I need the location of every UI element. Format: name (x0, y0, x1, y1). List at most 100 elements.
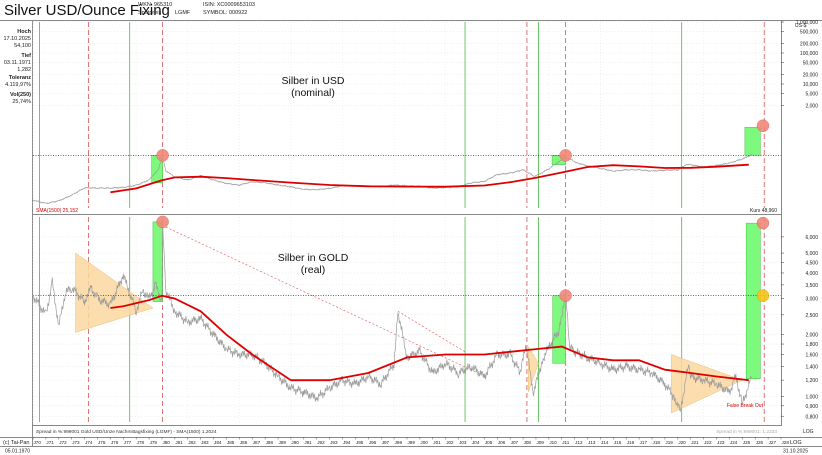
y-tick-label: 200,000 (800, 42, 818, 48)
x-tick-label: J14 (601, 440, 609, 445)
x-tick-label: J78 (137, 440, 145, 445)
x-tick-label: J27 (769, 440, 777, 445)
panel-subtitle: (nominal) (291, 87, 335, 99)
spread-label: Spread in %:999001 Gold USD/Unze Nachmit… (36, 429, 217, 435)
y-tick-label: 3,000 (805, 297, 818, 303)
marker-red (756, 216, 770, 230)
lgmf-label: LGMF (175, 10, 191, 16)
marker-red (559, 149, 572, 162)
x-tick-label: J13 (588, 440, 596, 445)
y-tick-label: 10,000 (803, 82, 819, 88)
x-tick-label: J75 (98, 440, 106, 445)
y-tick-label: 3,500 (805, 283, 818, 289)
x-tick-label: J93 (330, 440, 338, 445)
stat-low-label: Tief (21, 53, 31, 59)
y-tick-label: 0,900 (805, 404, 818, 410)
symbol-label: SYMBOL: 000922 (203, 10, 248, 16)
y-tick-label: 500,000 (800, 29, 818, 35)
triangle-pattern (75, 252, 154, 333)
x-tick-label: J03 (459, 440, 467, 445)
marker-red (156, 215, 169, 229)
trend-line (397, 311, 466, 353)
x-tick-label: J92 (317, 440, 325, 445)
y-tick-label: 6,000 (805, 235, 818, 241)
target-box (744, 127, 761, 156)
stat-low: Tief 03.11.1971 1,282 (0, 53, 31, 74)
x-tick-label: J15 (614, 440, 622, 445)
stat-high: Hoch 17.10.2025 54,100 (0, 29, 31, 50)
chart-title: Silver USD/Ounce Fixing (4, 2, 170, 19)
x-tick-label: J06 (498, 440, 506, 445)
x-tick-label: J96 (369, 440, 377, 445)
x-tick-label: J00 (420, 440, 428, 445)
stat-tolerance-label: Toleranz (8, 75, 31, 81)
lower-panel-frame (32, 214, 782, 426)
x-tick-label: J94 (343, 440, 351, 445)
stat-high-date: 17.10.2025 (3, 36, 31, 42)
y-tick-label: 100,000 (800, 51, 818, 57)
x-tick-label: J23 (717, 440, 725, 445)
x-tick-label: J70 (34, 440, 42, 445)
x-tick-label: J19 (665, 440, 673, 445)
x-tick-label: J76 (111, 440, 119, 445)
marker-gold (756, 289, 770, 302)
x-tick-label: J81 (175, 440, 183, 445)
panel-title: Silber in USD (281, 75, 344, 87)
stat-low-value: 1,282 (17, 67, 31, 73)
x-tick-label: J11 (562, 440, 570, 445)
target-box (745, 222, 761, 379)
x-tick-label: J21 (691, 440, 699, 445)
lower-panel: 0,800 0,900 1,000 1,200 1,400 1,600 1,800 2,000… (32, 215, 818, 435)
false-breakout-label: False Break Out (727, 403, 764, 409)
x-tick-label: J16 (627, 440, 635, 445)
x-tick-label: J74 (85, 440, 93, 445)
x-tick-label: J17 (640, 440, 648, 445)
x-tick-label: J26 (756, 440, 764, 445)
x-tick-label: J24 (730, 440, 738, 445)
x-tick-label: J73 (72, 440, 80, 445)
x-tick-label: J25 (743, 440, 751, 445)
y-tick-label: 0,800 (805, 414, 818, 420)
x-axis: J70 J71 J72 J73 J74 J75 J76 J77 J78 J79 J80 J81 J82 J… (32, 437, 789, 445)
x-tick-label: J83 (201, 440, 209, 445)
stat-volatility-value: 25,74% (12, 99, 31, 105)
sma-line (110, 294, 749, 382)
x-tick-label: J20 (678, 440, 686, 445)
x-tick-label: J72 (59, 440, 67, 445)
y-tick-label: 4,500 (805, 260, 818, 266)
x-tick-label: J22 (704, 440, 712, 445)
triangle-pattern (527, 345, 539, 393)
stat-volatility: Vol(250) 25,74% (0, 92, 31, 106)
x-tick-label: J87 (253, 440, 261, 445)
stat-tolerance: Toleranz 4.119,97% (0, 75, 31, 89)
wkn-label: WKN: 965310 (138, 2, 173, 8)
y-tick-label: 2,500 (805, 313, 818, 319)
sma-value-label: SMA(1500) 25,152 (36, 208, 78, 214)
stat-tolerance-value: 4.119,97% (5, 82, 31, 88)
x-tick-label: J02 (446, 440, 454, 445)
marker-red (559, 289, 572, 302)
panel-subtitle: (real) (301, 264, 326, 276)
x-tick-label: J90 (291, 440, 299, 445)
y-tick-label: 1,800 (805, 342, 818, 348)
x-tick-label: J18 (653, 440, 661, 445)
x-tick-label: J09 (536, 440, 544, 445)
unit-label: US-$ (795, 23, 807, 29)
x-tick-label: J10 (549, 440, 557, 445)
x-tick-label: J91 (304, 440, 312, 445)
y-tick-label: 1,200 (805, 378, 818, 384)
upper-panel: 2,000 5,000 10,000 20,000 50,000 100,000 200,0… (32, 20, 819, 214)
x-tick-label: J97 (382, 440, 390, 445)
y-tick-label: 20,000 (803, 73, 819, 79)
x-tick-label: J71 (46, 440, 54, 445)
x-tick-label: J77 (124, 440, 132, 445)
x-tick-label: J88 (266, 440, 274, 445)
x-tick-label: J80 (162, 440, 170, 445)
marker-red (156, 149, 169, 162)
exchange-label: Spotpreis (138, 10, 162, 16)
y-tick-label: 50,000 (803, 60, 819, 66)
x-tick-label: J01 (433, 440, 441, 445)
x-tick-label: J98 (395, 440, 403, 445)
